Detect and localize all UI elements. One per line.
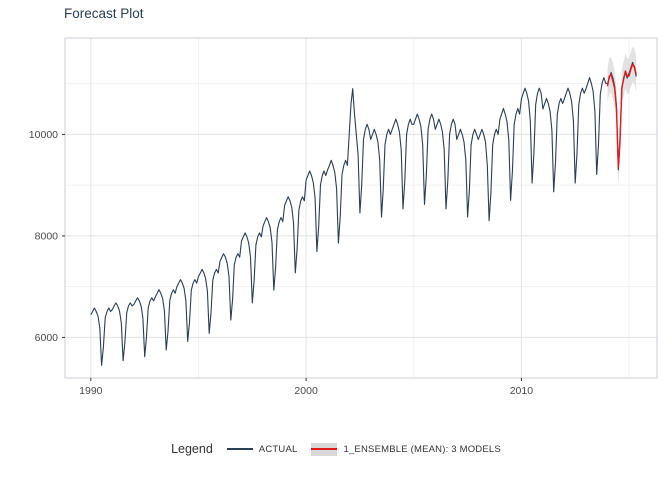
y-tick-label: 10000 [29, 129, 58, 141]
forecast-line [606, 63, 637, 169]
legend-key-actual [226, 443, 253, 456]
legend-label-ensemble: 1_ENSEMBLE (MEAN): 3 MODELS [343, 443, 501, 455]
legend-key-ensemble [311, 442, 338, 456]
actual-line-swatch [226, 448, 253, 450]
legend-title: Legend [171, 442, 213, 456]
x-tick-label: 2010 [510, 385, 534, 397]
ensemble-line-swatch [311, 448, 338, 450]
y-tick-label: 8000 [35, 230, 59, 242]
legend: Legend ACTUAL 1_ENSEMBLE (MEAN): 3 MODEL… [0, 442, 672, 456]
legend-label-actual: ACTUAL [258, 443, 298, 455]
x-tick-label: 1990 [79, 385, 103, 397]
legend-entry-ensemble[interactable]: 1_ENSEMBLE (MEAN): 3 MODELS [311, 442, 501, 456]
legend-entry-actual[interactable]: ACTUAL [226, 443, 298, 456]
confidence-ribbon [607, 46, 637, 186]
plot-title: Forecast Plot [64, 6, 144, 21]
actual-line [90, 61, 637, 366]
plot-svg: 1990 2000 2010 6000 8000 10000 [29, 37, 658, 397]
y-tick-label: 6000 [35, 332, 59, 344]
x-tick-label: 2000 [294, 385, 318, 397]
panel-border [64, 37, 658, 379]
